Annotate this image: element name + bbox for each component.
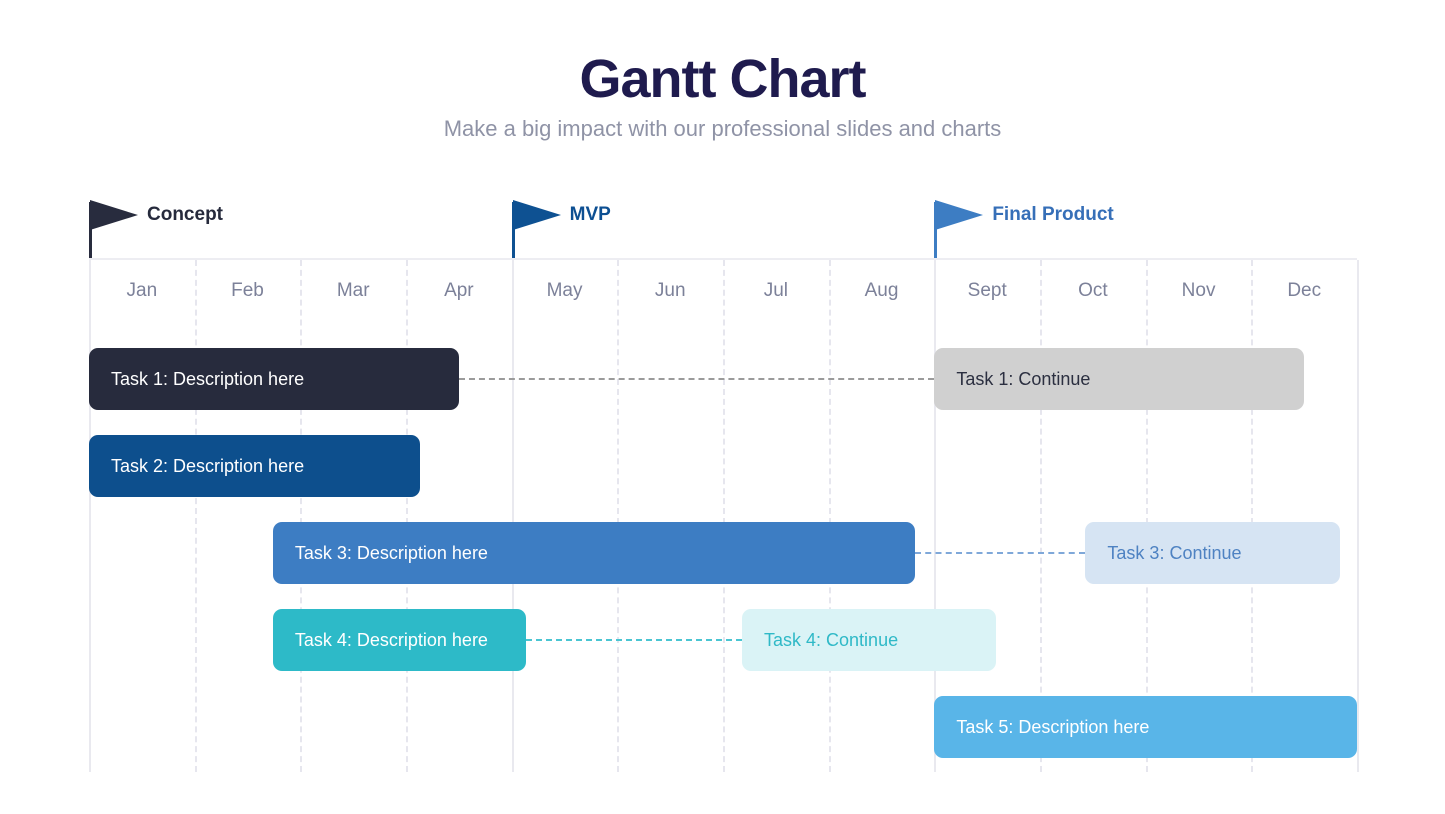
month-label: Nov: [1181, 280, 1216, 301]
task-bar-label: Task 5: Description here: [956, 716, 1150, 737]
task-continue-bar-label: Task 3: Continue: [1107, 542, 1242, 563]
connector-line: [915, 552, 1086, 554]
task-bar-label: Task 3: Description here: [294, 542, 488, 563]
flag-icon: [512, 200, 561, 230]
grid-line: [1145, 260, 1148, 772]
month-label: Dec: [1287, 280, 1322, 301]
task-bar: Task 4: Description here: [272, 609, 527, 671]
task-continue-bar: Task 3: Continue: [1085, 522, 1341, 584]
grid-line: [617, 260, 620, 772]
task-bar: Task 5: Description here: [934, 696, 1357, 758]
month-axis: Jan Feb Mar Apr May Jun Jul Aug Sept Oct Nov Dec: [89, 260, 1357, 322]
task-bar-label: Task 4: Description here: [294, 629, 488, 650]
grid-line: [194, 260, 197, 772]
grid-line: [406, 260, 408, 772]
task-bar: Task 1: Description here: [89, 348, 459, 410]
month-label: May: [546, 280, 583, 301]
grid-line: [511, 260, 514, 772]
month-label: Jul: [763, 280, 789, 301]
grid-line: [934, 260, 937, 772]
grid-line: [1040, 260, 1042, 772]
month-label: Mar: [336, 280, 370, 301]
milestone-label: Final Product: [992, 204, 1114, 225]
grid-line: [1251, 260, 1254, 772]
task-bar: Task 3: Description here: [272, 522, 916, 584]
page-subtitle: Make a big impact with our professional …: [443, 116, 1002, 141]
flag-pole: [89, 202, 92, 258]
grid-line: [723, 260, 725, 772]
task-bar-label: Task 2: Description here: [111, 455, 305, 476]
month-label: Sept: [967, 280, 1007, 301]
slide-header: Gantt Chart Make a big impact with our p…: [0, 0, 1445, 142]
page-title: Gantt Chart: [579, 49, 867, 109]
connector-line: [458, 378, 935, 380]
grid-line: [1357, 260, 1359, 772]
milestone-label: MVP: [569, 204, 611, 225]
task-bar-label: Task 1: Description here: [111, 368, 305, 389]
task-bar: Task 2: Description here: [89, 435, 420, 497]
task-continue-bar: Task 1: Continue: [934, 348, 1305, 410]
flag-icon: [935, 200, 984, 230]
task-continue-bar: Task 4: Continue: [742, 609, 996, 671]
task-continue-bar-label: Task 1: Continue: [956, 368, 1091, 389]
task-continue-bar-label: Task 4: Continue: [764, 629, 899, 650]
flag-icon: [90, 200, 138, 230]
connector-line: [526, 639, 742, 641]
month-label: Jun: [654, 280, 686, 301]
month-label: Aug: [864, 280, 899, 301]
grid-line: [828, 260, 831, 772]
milestone-label: Concept: [147, 204, 223, 225]
month-label: Oct: [1078, 280, 1108, 301]
month-label: Jan: [126, 280, 158, 301]
grid-line: [89, 260, 91, 772]
grid-line: [300, 260, 303, 772]
flag-pole: [934, 202, 938, 258]
month-label: Apr: [444, 280, 474, 301]
gantt-grid: Jan Feb Mar Apr May Jun Jul Aug Sept Oct Nov Dec Ta…: [89, 258, 1359, 772]
flag-pole: [511, 202, 515, 258]
month-label: Feb: [231, 280, 264, 301]
milestone-flags: Concept MVP Final Product: [89, 200, 1357, 258]
